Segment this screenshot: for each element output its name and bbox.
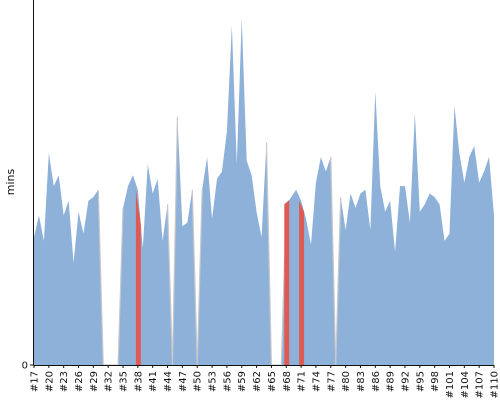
x-tick-label: #65 xyxy=(267,371,278,392)
axes xyxy=(33,0,494,366)
x-tick-label: #71 xyxy=(297,371,308,392)
x-tick-label: #20 xyxy=(44,371,55,392)
x-tick-label: #98 xyxy=(430,371,441,392)
x-tick-label: #38 xyxy=(133,371,144,392)
x-tick-label: #77 xyxy=(326,371,337,392)
x-tick-label: #104 xyxy=(460,371,471,398)
series-area xyxy=(34,18,494,365)
highlight-run-71 xyxy=(299,200,305,365)
x-tick-label: #32 xyxy=(104,371,115,392)
x-tick-label: #92 xyxy=(400,371,411,392)
gap-segment xyxy=(97,189,104,366)
y-axis-label: mins xyxy=(4,168,17,195)
x-tick-label: #29 xyxy=(89,371,100,392)
x-tick-label: #23 xyxy=(59,371,70,392)
gap-segment xyxy=(171,116,179,366)
x-tick-label: #107 xyxy=(475,371,486,398)
gap-segment xyxy=(191,189,198,366)
gap-segment xyxy=(166,204,174,366)
x-tick-label: #89 xyxy=(386,371,397,392)
x-tick-label: #35 xyxy=(119,371,130,392)
x-tick-label: #101 xyxy=(445,371,456,398)
x-tick-label: #95 xyxy=(415,371,426,392)
x-tick-label: #86 xyxy=(371,371,382,392)
x-tick-label: #80 xyxy=(341,371,352,392)
highlight-run-38 xyxy=(135,189,141,365)
x-tick-label: #56 xyxy=(222,371,233,392)
x-tick-label: #74 xyxy=(311,371,322,392)
gap-segment xyxy=(265,142,273,366)
x-tick-label: #44 xyxy=(163,371,174,392)
x-tick-label: #62 xyxy=(252,371,263,392)
x-tick-label: #50 xyxy=(193,371,204,392)
y-ticks: 0 xyxy=(22,361,34,372)
gap-segment xyxy=(196,189,203,366)
x-ticks: #17 #20 #23 #26 #29 #32 #35 #38 #41 #44 #47 #50 #53 #… xyxy=(30,365,500,398)
gap-segment xyxy=(335,197,342,366)
gap-segment xyxy=(330,156,337,366)
gap-segment xyxy=(117,208,124,366)
x-tick-label: #53 xyxy=(208,371,219,392)
highlight-run-68 xyxy=(284,200,290,365)
y-tick-label: 0 xyxy=(22,361,28,372)
area-series xyxy=(34,18,494,366)
x-tick-label: #59 xyxy=(237,371,248,392)
x-tick-label: #68 xyxy=(282,371,293,392)
x-tick-label: #41 xyxy=(148,371,159,392)
x-tick-label: #26 xyxy=(74,371,85,392)
x-tick-label: #47 xyxy=(178,371,189,392)
x-tick-label: #83 xyxy=(356,371,367,392)
x-tick-label: #110 xyxy=(490,371,500,398)
x-tick-label: #17 xyxy=(30,371,41,392)
